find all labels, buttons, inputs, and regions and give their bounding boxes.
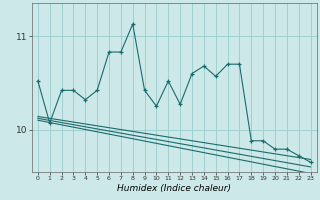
X-axis label: Humidex (Indice chaleur): Humidex (Indice chaleur) — [117, 184, 231, 193]
